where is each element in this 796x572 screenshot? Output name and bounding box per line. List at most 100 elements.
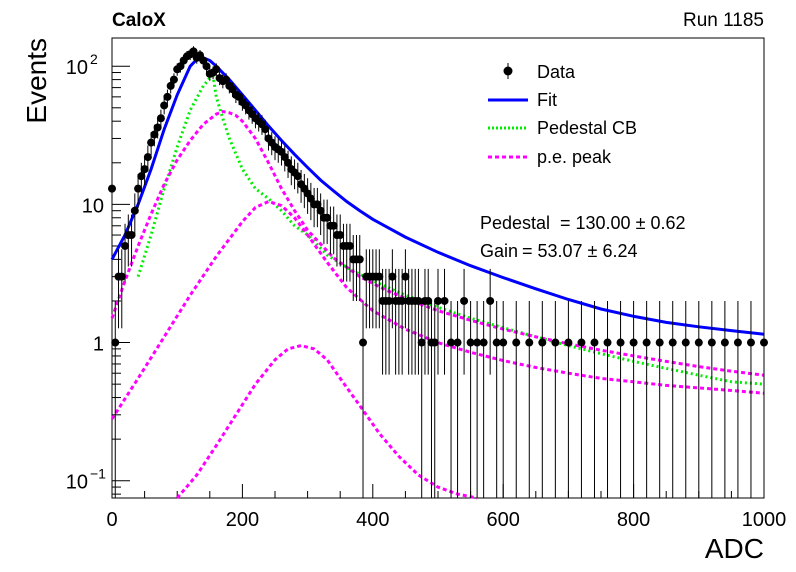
x-tick-label: 800 [617,509,650,531]
data-point [551,300,560,498]
gain-label: Gain [480,241,518,261]
data-point [401,249,410,329]
data-point [479,300,488,498]
data-point [720,300,729,498]
data-point [473,300,482,498]
run-label: Run 1185 [683,10,764,31]
y-tick-label: 10 [66,57,88,79]
data-point [512,300,521,498]
legend-entry-pedestal: Pedestal CB [488,118,637,138]
data-point [189,46,198,57]
data-point [564,300,573,498]
y-tick-exponent: −1 [90,466,106,482]
pedestal-value: = 130.00 ± 0.62 [560,213,685,233]
data-point [417,300,426,498]
data-point [398,268,407,375]
x-tick-label: 0 [106,509,117,531]
data-point [108,173,116,209]
legend-label-data: Data [537,62,576,82]
y-tick-label: 1 [93,334,104,356]
data-point [629,300,638,498]
data-point [156,109,165,129]
series-fit [110,56,765,336]
legend-label-pe-peak: p.e. peak [537,147,612,167]
data-point [166,79,175,94]
data-point [117,249,126,329]
data-point [414,268,423,375]
data-point [616,300,625,498]
data-point [733,300,742,498]
data-point [499,300,508,498]
data-point [388,249,397,329]
data-point [577,300,586,498]
data-point [655,300,664,498]
data-point [466,300,475,498]
data-point [316,193,325,236]
data-point [127,214,136,267]
plot-frame [111,37,765,499]
data-point [284,150,293,178]
gain-value: = 53.07 ± 6.24 [522,241,637,261]
data-point [486,268,495,375]
x-tick-label: 200 [226,509,259,531]
data-point [440,268,449,375]
data-point [434,268,442,375]
data-point [212,63,221,76]
series-p-e-peak-1-p-e [110,109,765,377]
y-axis-label: Events [21,38,52,124]
data-point [590,300,599,498]
x-axis: 0 200 400 600 800 1000 [106,484,786,531]
y-tick-exponent: 2 [90,51,98,67]
data-point [329,206,338,255]
data-point [760,300,768,498]
data-point [336,214,345,267]
data-point [202,60,211,73]
data-point [323,199,332,244]
y-tick-label: 10 [66,472,88,494]
legend-entry-fit: Fit [488,90,557,110]
data-point [453,300,462,498]
legend-label-pedestal: Pedestal CB [537,118,637,138]
data-point [707,300,716,498]
legend-entry-pe-peak: p.e. peak [488,147,612,167]
data-point [111,300,120,498]
data-point [134,173,143,209]
series-p-e-peak-3-p-e [176,344,478,500]
legend-entry-data: Data [503,62,576,82]
data-point [143,145,152,172]
data-point [694,300,703,498]
data-point [681,300,690,498]
data-point [313,187,322,228]
legend-label-fit: Fit [537,90,557,110]
y-tick-label: 10 [82,195,104,217]
data-point [460,268,469,375]
data-points [108,46,768,498]
x-axis-label: ADC [705,533,764,564]
data-point [430,300,439,498]
data-point [668,300,677,498]
pedestal-label: Pedestal [480,213,550,233]
data-point [447,300,456,498]
x-tick-label: 400 [356,509,389,531]
data-point [169,73,178,87]
x-tick-label: 600 [487,509,520,531]
data-point [385,268,394,375]
data-point [492,300,501,498]
legend: Data Fit Pedestal CB p.e. peak [488,62,637,167]
data-point [355,235,364,301]
experiment-label: CaloX [112,10,166,31]
data-point [345,223,354,282]
data-point [293,162,302,194]
data-point [140,156,149,186]
data-point [603,300,612,498]
data-point [375,249,384,329]
data-point [424,268,433,375]
data-point [130,193,139,236]
data-point [300,173,309,209]
data-point [359,300,368,498]
data-point [153,118,162,139]
data-point [538,300,547,498]
data-point [160,97,169,115]
